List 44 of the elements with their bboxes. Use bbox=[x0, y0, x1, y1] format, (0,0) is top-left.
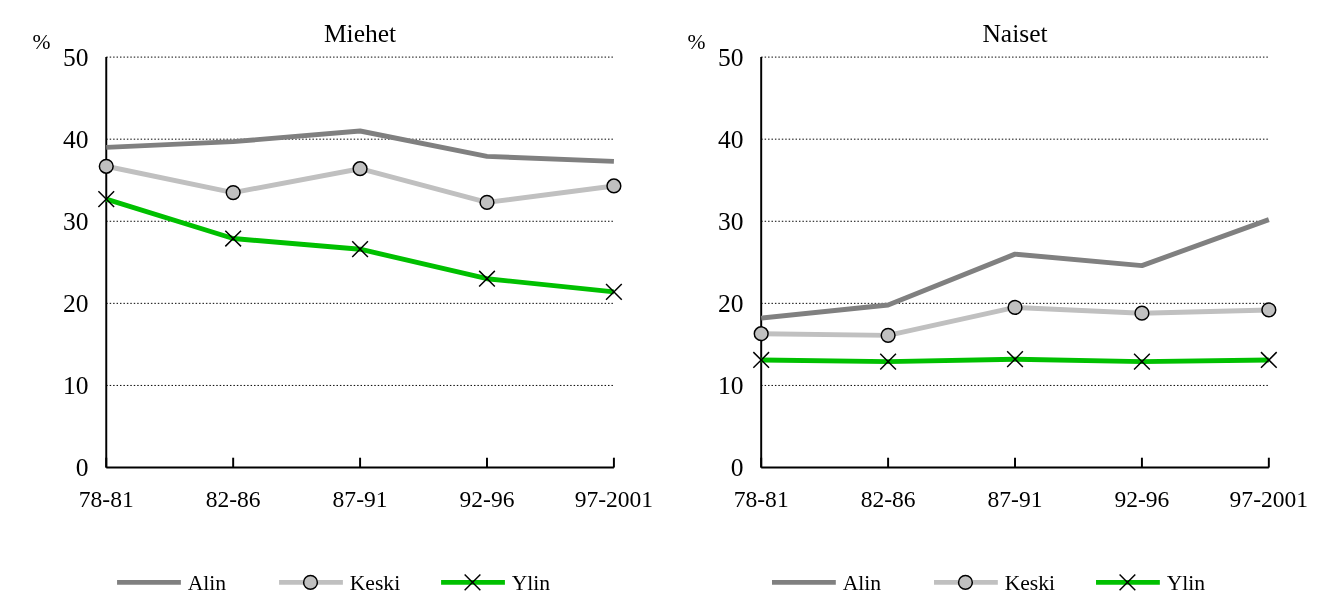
y-tick-label: 40 bbox=[718, 125, 744, 155]
point bbox=[98, 158, 114, 174]
line-series bbox=[103, 128, 617, 164]
y-tick-label: 0 bbox=[75, 453, 89, 483]
y-tick-label: 30 bbox=[718, 207, 744, 237]
point bbox=[880, 327, 896, 343]
y-tick-label: 50 bbox=[718, 43, 744, 73]
point bbox=[1261, 302, 1277, 318]
legend-label: Ylin bbox=[1166, 570, 1206, 595]
y-axis-title: % bbox=[32, 30, 51, 55]
point bbox=[606, 178, 622, 194]
point bbox=[1134, 305, 1150, 321]
line-series bbox=[758, 217, 1272, 321]
x-tick-label: 97-2001 bbox=[574, 485, 654, 512]
y-tick-label: 50 bbox=[63, 43, 89, 73]
point bbox=[352, 161, 368, 177]
y-tick-label: 10 bbox=[718, 371, 744, 401]
legend-label: Alin bbox=[187, 570, 227, 595]
point bbox=[1007, 299, 1023, 316]
y-tick-label: 20 bbox=[63, 289, 89, 319]
chart-title: Naiset bbox=[982, 19, 1048, 49]
x-tick-label: 92-96 bbox=[459, 485, 515, 512]
x-tick-label: 97-2001 bbox=[1229, 485, 1309, 512]
y-tick-label: 10 bbox=[63, 371, 89, 401]
y-axis-title: % bbox=[687, 30, 706, 55]
legend-label: Keski bbox=[349, 570, 401, 595]
legend-label: Alin bbox=[842, 570, 882, 595]
y-tick-label: 0 bbox=[730, 453, 744, 483]
y-tick-label: 20 bbox=[718, 289, 744, 319]
chart-title: Miehet bbox=[323, 19, 397, 49]
x-tick-label: 82-86 bbox=[205, 485, 261, 512]
x-tick-label: 78-81 bbox=[78, 485, 134, 512]
x-tick-label: 87-91 bbox=[332, 485, 388, 512]
point bbox=[225, 184, 241, 201]
point bbox=[753, 326, 769, 342]
x-tick-label: 82-86 bbox=[860, 485, 916, 512]
y-tick-label: 40 bbox=[63, 125, 89, 155]
x-tick-label: 78-81 bbox=[733, 485, 789, 512]
point bbox=[479, 194, 495, 210]
x-tick-label: 87-91 bbox=[987, 485, 1043, 512]
legend-label: Ylin bbox=[511, 570, 551, 595]
x-tick-label: 92-96 bbox=[1114, 485, 1170, 512]
y-tick-label: 30 bbox=[63, 207, 89, 237]
legend-label: Keski bbox=[1004, 570, 1056, 595]
